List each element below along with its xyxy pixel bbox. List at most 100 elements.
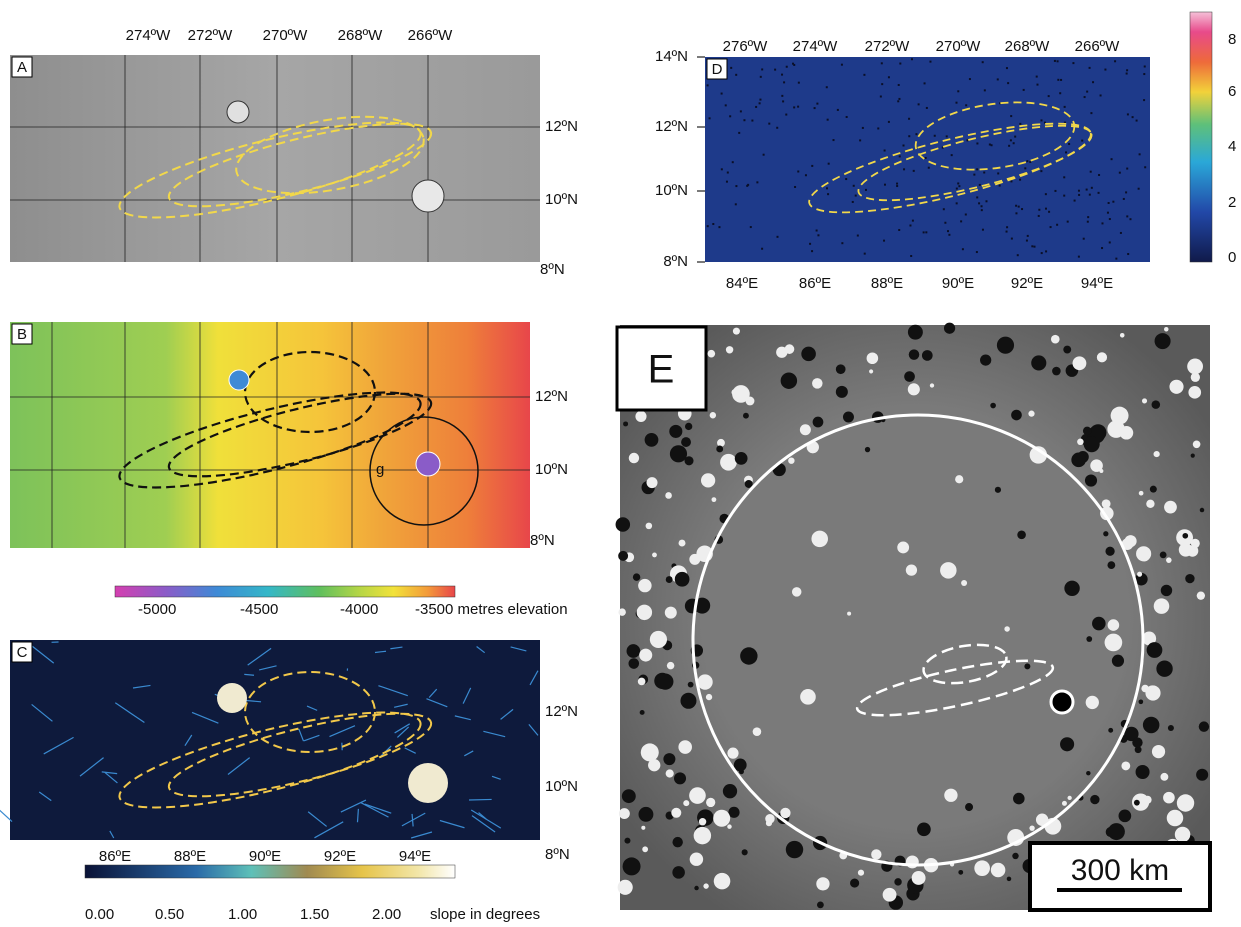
texture-spot: [670, 445, 687, 462]
speck: [1015, 212, 1017, 214]
speck: [735, 203, 737, 205]
speck: [934, 135, 936, 137]
texture-spot: [642, 846, 648, 852]
colorbar-label: -5000: [138, 601, 176, 618]
speck: [910, 255, 912, 257]
speck: [915, 133, 917, 135]
texture-spot: [1083, 427, 1091, 435]
speck: [1127, 113, 1129, 115]
speck: [782, 100, 784, 102]
speck: [1108, 202, 1110, 204]
texture-spot: [1051, 335, 1060, 344]
speck: [1090, 171, 1092, 173]
texture-spot: [648, 759, 660, 771]
texture-spot: [1090, 795, 1099, 804]
texture-spot: [1136, 765, 1150, 779]
speck: [951, 154, 953, 156]
texture-spot: [731, 389, 737, 395]
texture-spot: [1137, 572, 1142, 577]
texture-spot: [1103, 531, 1108, 536]
speck: [884, 184, 886, 186]
texture-spot: [714, 873, 731, 890]
texture-spot: [800, 689, 816, 705]
texture-spot: [1175, 827, 1191, 843]
texture-spot: [1029, 825, 1034, 830]
texture-spot: [629, 453, 639, 463]
texture-spot: [1007, 877, 1012, 882]
texture-spot: [836, 364, 846, 374]
texture-spot: [1120, 333, 1125, 338]
speck: [735, 185, 737, 187]
texture-spot: [817, 901, 824, 908]
texture-spot: [684, 456, 693, 465]
speck: [1143, 99, 1145, 101]
texture-spot: [1150, 486, 1157, 493]
speck: [1078, 190, 1080, 192]
top-label: 274ºW: [126, 27, 172, 44]
speck: [1054, 60, 1056, 62]
texture-spot: [812, 378, 822, 388]
speck: [718, 226, 720, 228]
texture-spot: [1146, 500, 1154, 508]
texture-spot: [743, 413, 749, 419]
speck: [969, 78, 971, 80]
texture-spot: [1140, 552, 1149, 561]
texture-spot: [906, 564, 917, 575]
speck: [973, 174, 975, 176]
bottom-label: 88ºE: [174, 848, 206, 865]
texture-spot: [894, 878, 901, 885]
speck: [880, 96, 882, 98]
colorbar-label: -4000: [340, 601, 378, 618]
texture-spot: [1200, 508, 1205, 513]
texture-spot: [1134, 800, 1140, 806]
texture-spot: [645, 433, 659, 447]
speck: [761, 68, 763, 70]
crater: [408, 763, 448, 803]
speck: [1087, 216, 1089, 218]
colorbar-label: 2: [1228, 194, 1236, 211]
left-label: 8ºN: [663, 253, 688, 270]
texture-spot: [908, 325, 923, 340]
texture-spot: [706, 694, 712, 700]
speck: [925, 157, 927, 159]
speck: [816, 103, 818, 105]
texture-spot: [1077, 439, 1084, 446]
speck: [1041, 252, 1043, 254]
speck: [1014, 136, 1016, 138]
texture-spot: [1197, 591, 1205, 599]
texture-spot: [694, 886, 698, 890]
texture-spot: [633, 573, 640, 580]
texture-spot: [742, 849, 748, 855]
texture-spot: [1156, 661, 1172, 677]
texture-spot: [781, 372, 797, 388]
speck: [896, 183, 898, 185]
texture-spot: [1011, 410, 1022, 421]
speck: [1019, 179, 1021, 181]
speck: [1024, 167, 1026, 169]
texture-spot: [940, 562, 957, 579]
texture-spot: [850, 879, 859, 888]
texture-spot: [1108, 823, 1125, 840]
speck: [883, 240, 885, 242]
speck: [877, 127, 879, 129]
texture-spot: [675, 572, 690, 587]
texture-spot: [944, 789, 957, 802]
speck: [1104, 69, 1106, 71]
speck: [943, 208, 945, 210]
bottom-label: 94ºE: [399, 848, 431, 865]
speck: [1129, 218, 1131, 220]
speck: [1064, 106, 1066, 108]
texture-spot: [689, 787, 706, 804]
texture-spot: [1168, 725, 1174, 731]
speck: [750, 226, 752, 228]
speck: [1057, 60, 1059, 62]
texture-spot: [1121, 761, 1130, 770]
speck: [1067, 221, 1069, 223]
speck: [1063, 176, 1065, 178]
speck: [1098, 174, 1100, 176]
speck: [1111, 158, 1113, 160]
texture-spot: [679, 540, 686, 547]
panel-d-image: [705, 57, 1150, 262]
colorbar-label: 4: [1228, 138, 1236, 155]
texture-spot: [1143, 717, 1160, 734]
